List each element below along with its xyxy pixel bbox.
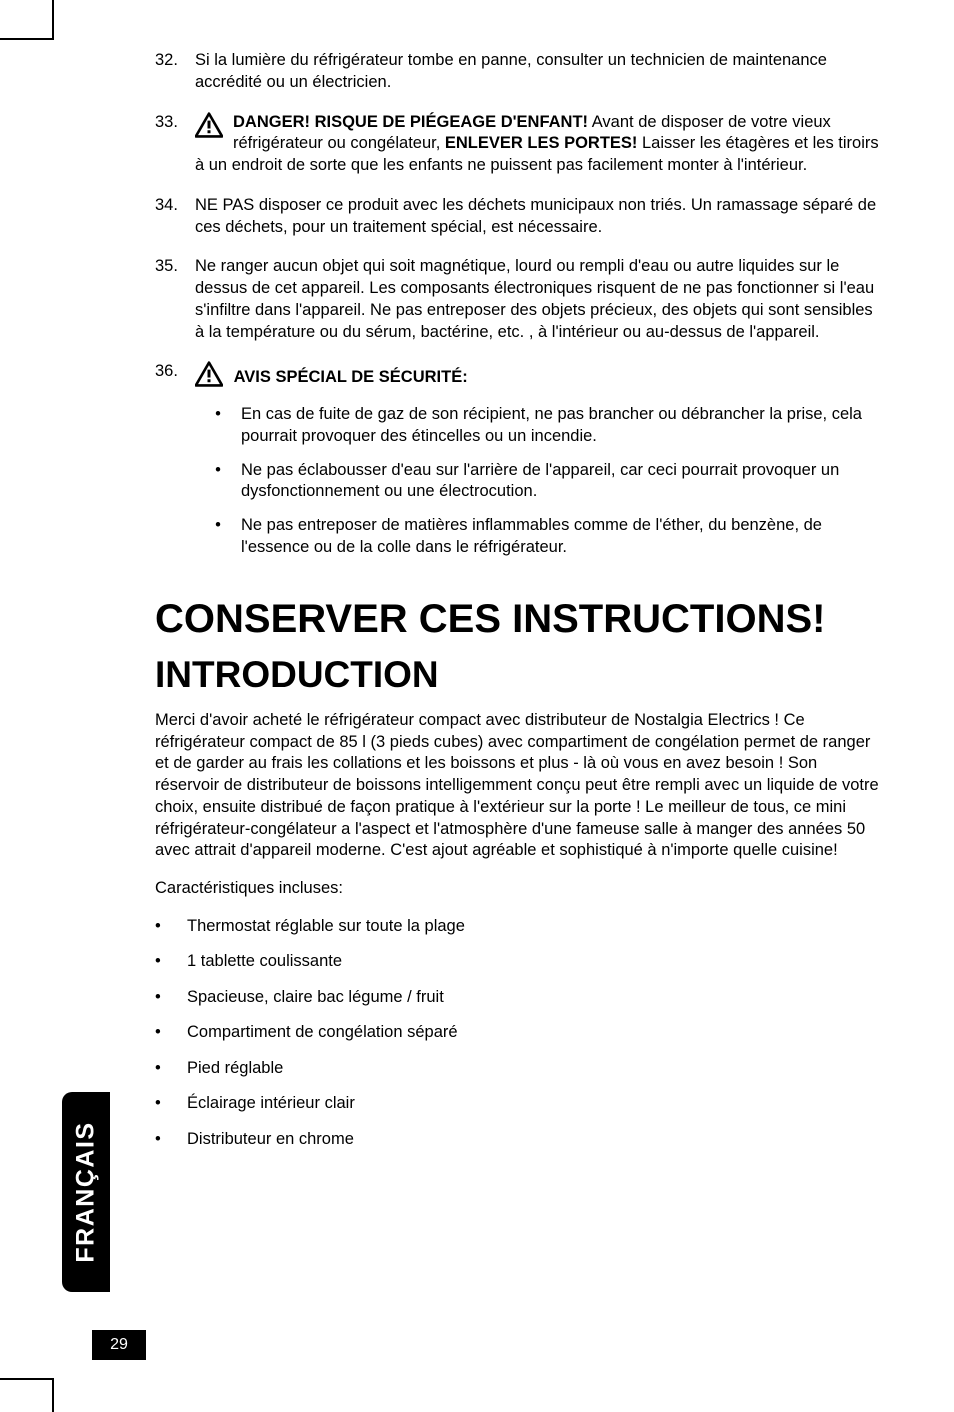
language-label: FRANÇAIS bbox=[72, 1121, 101, 1262]
feature-item: • Pied réglable bbox=[155, 1058, 885, 1079]
page-number-box: 29 bbox=[92, 1330, 146, 1360]
numbered-list: 32. Si la lumière du réfrigérateur tombe… bbox=[155, 50, 885, 571]
bullet: • bbox=[155, 987, 187, 1008]
list-item: 34. NE PAS disposer ce produit avec les … bbox=[155, 195, 885, 239]
intro-paragraph: Merci d'avoir acheté le réfrigérateur co… bbox=[155, 710, 885, 862]
feature-text: Compartiment de congélation séparé bbox=[187, 1022, 458, 1043]
features-list: •Thermostat réglable sur toute la plage … bbox=[155, 916, 885, 1150]
sub-list-item: • En cas de fuite de gaz de son récipien… bbox=[195, 404, 885, 448]
feature-item: • 1 tablette coulissante bbox=[155, 951, 885, 972]
item-number: 36. bbox=[155, 361, 195, 570]
item-number: 35. bbox=[155, 256, 195, 343]
features-label: Caractéristiques incluses: bbox=[155, 878, 885, 900]
page: 32. Si la lumière du réfrigérateur tombe… bbox=[0, 0, 954, 1412]
bullet: • bbox=[195, 404, 241, 448]
language-tab: FRANÇAIS bbox=[62, 1092, 110, 1292]
item-number: 33. bbox=[155, 112, 195, 177]
feature-item: •Thermostat réglable sur toute la plage bbox=[155, 916, 885, 937]
feature-item: • Spacieuse, claire bac légume / fruit bbox=[155, 987, 885, 1008]
bullet: • bbox=[155, 1022, 187, 1043]
content-column: 32. Si la lumière du réfrigérateur tombe… bbox=[155, 50, 885, 1150]
item-body: Si la lumière du réfrigérateur tombe en … bbox=[195, 50, 885, 94]
page-number: 29 bbox=[110, 1336, 128, 1354]
item-number: 34. bbox=[155, 195, 195, 239]
feature-text: Éclairage intérieur clair bbox=[187, 1093, 355, 1114]
item-body: Ne ranger aucun objet qui soit magnétiqu… bbox=[195, 256, 885, 343]
item-subtitle: AVIS SPÉCIAL DE SÉCURITÉ: bbox=[234, 368, 468, 386]
feature-item: • Éclairage intérieur clair bbox=[155, 1093, 885, 1114]
sub-text: Ne pas éclabousser d'eau sur l'arrière d… bbox=[241, 460, 885, 504]
feature-text: Pied réglable bbox=[187, 1058, 283, 1079]
feature-text: Thermostat réglable sur toute la plage bbox=[187, 916, 465, 937]
crop-mark bbox=[52, 0, 54, 38]
warning-icon bbox=[195, 112, 223, 145]
crop-mark bbox=[52, 1380, 54, 1412]
bullet: • bbox=[155, 916, 187, 937]
feature-item: • Distributeur en chrome bbox=[155, 1129, 885, 1150]
item-body: NE PAS disposer ce produit avec les déch… bbox=[195, 195, 885, 239]
bullet: • bbox=[155, 1058, 187, 1079]
feature-text: 1 tablette coulissante bbox=[187, 951, 342, 972]
sub-text: En cas de fuite de gaz de son récipient,… bbox=[241, 404, 885, 448]
bullet: • bbox=[195, 515, 241, 559]
heading-conserver: CONSERVER CES INSTRUCTIONS! bbox=[155, 597, 885, 642]
feature-text: Spacieuse, claire bac légume / fruit bbox=[187, 987, 444, 1008]
bullet: • bbox=[155, 951, 187, 972]
sub-list: • En cas de fuite de gaz de son récipien… bbox=[195, 404, 885, 559]
sub-list-item: • Ne pas éclabousser d'eau sur l'arrière… bbox=[195, 460, 885, 504]
item-body: DANGER! RISQUE DE PIÉGEAGE D'ENFANT! Ava… bbox=[195, 112, 885, 177]
crop-mark bbox=[0, 38, 54, 40]
crop-mark bbox=[0, 1378, 54, 1380]
item-number: 32. bbox=[155, 50, 195, 94]
sub-list-item: • Ne pas entreposer de matières inflamma… bbox=[195, 515, 885, 559]
sub-text: Ne pas entreposer de matières inflammabl… bbox=[241, 515, 885, 559]
feature-item: • Compartiment de congélation séparé bbox=[155, 1022, 885, 1043]
bullet: • bbox=[155, 1129, 187, 1150]
bullet: • bbox=[195, 460, 241, 504]
heading-introduction: INTRODUCTION bbox=[155, 654, 885, 696]
warning-icon bbox=[195, 361, 229, 394]
list-item: 33. DANGER! RISQUE DE PIÉGEAGE D'ENFANT!… bbox=[155, 112, 885, 177]
item-body: AVIS SPÉCIAL DE SÉCURITÉ: • En cas de fu… bbox=[195, 361, 885, 570]
bullet: • bbox=[155, 1093, 187, 1114]
list-item: 32. Si la lumière du réfrigérateur tombe… bbox=[155, 50, 885, 94]
feature-text: Distributeur en chrome bbox=[187, 1129, 354, 1150]
list-item: 35. Ne ranger aucun objet qui soit magné… bbox=[155, 256, 885, 343]
list-item: 36. AVIS SPÉCIAL DE SÉCURITÉ: • En cas d… bbox=[155, 361, 885, 570]
item-text: DANGER! RISQUE DE PIÉGEAGE D'ENFANT! Ava… bbox=[195, 113, 879, 175]
